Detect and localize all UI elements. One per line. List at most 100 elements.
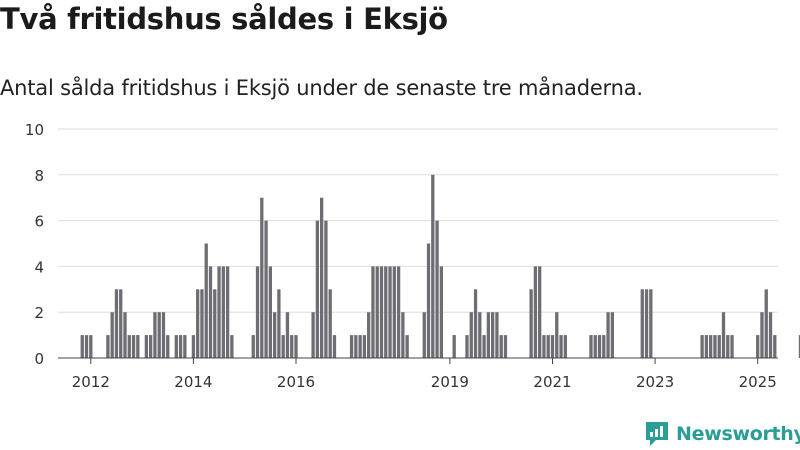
newsworthy-brand: Newsworthy — [644, 420, 800, 448]
bar — [486, 312, 491, 358]
bar — [371, 266, 375, 358]
bar — [251, 335, 255, 358]
bar — [533, 266, 538, 358]
bar — [392, 266, 396, 358]
bar — [217, 266, 221, 358]
bar — [495, 312, 499, 358]
bar — [200, 289, 204, 358]
bar — [166, 335, 170, 358]
bar — [157, 312, 161, 358]
bar — [290, 335, 294, 358]
bar — [555, 312, 559, 358]
bar — [422, 312, 426, 358]
x-tick-label: 2019 — [431, 373, 469, 391]
bar — [542, 335, 546, 358]
bar — [388, 266, 392, 358]
bar — [191, 335, 196, 358]
bar — [384, 266, 388, 358]
bar — [482, 335, 486, 358]
bar — [225, 266, 230, 358]
bar — [465, 335, 469, 358]
bar — [89, 335, 93, 358]
bar — [773, 335, 777, 358]
chart-subtitle: Antal sålda fritidshus i Eksjö under de … — [0, 76, 643, 100]
bar — [649, 289, 653, 358]
bar — [324, 220, 328, 358]
bar — [354, 335, 358, 358]
bar — [328, 289, 332, 358]
bar — [597, 335, 602, 358]
bar — [439, 266, 443, 358]
y-tick-label: 10 — [25, 121, 44, 139]
bar — [478, 312, 482, 358]
bar — [401, 312, 405, 358]
x-tick-label: 2014 — [174, 373, 212, 391]
bar — [349, 335, 354, 358]
bar — [426, 243, 431, 358]
bar — [84, 335, 89, 358]
bar — [221, 266, 225, 358]
bar — [764, 289, 768, 358]
bar — [294, 335, 298, 358]
bar — [700, 335, 704, 358]
bar — [264, 220, 268, 358]
y-tick-label: 6 — [34, 213, 44, 231]
bar — [131, 335, 136, 358]
bar — [602, 335, 606, 358]
bar — [644, 289, 649, 358]
bar — [726, 335, 730, 358]
bar — [593, 335, 597, 358]
bar — [110, 312, 114, 358]
bar — [311, 312, 315, 358]
bar — [178, 335, 183, 358]
x-tick-label: 2023 — [636, 373, 674, 391]
bar — [473, 289, 478, 358]
bar — [362, 335, 367, 358]
bar — [499, 335, 503, 358]
bar — [435, 220, 439, 358]
bar — [277, 289, 281, 358]
bar — [396, 266, 401, 358]
bar — [704, 335, 709, 358]
bar — [208, 266, 213, 358]
bar — [204, 243, 208, 358]
bar — [285, 312, 290, 358]
bar — [268, 266, 272, 358]
bar — [127, 335, 131, 358]
bar — [213, 289, 217, 358]
x-tick-label: 2016 — [277, 373, 315, 391]
bar — [136, 335, 140, 358]
bar — [315, 220, 320, 358]
bar — [183, 335, 187, 358]
y-tick-label: 4 — [34, 258, 44, 276]
bar — [606, 312, 610, 358]
bar — [123, 312, 127, 358]
bar — [469, 312, 473, 358]
bar — [281, 335, 285, 358]
bar — [196, 289, 200, 358]
bar — [559, 335, 563, 358]
bar — [491, 312, 495, 358]
bar — [717, 335, 721, 358]
bar — [431, 174, 435, 358]
bar — [503, 335, 508, 358]
bar — [405, 335, 409, 358]
bar — [332, 335, 337, 358]
bar — [756, 335, 760, 358]
bar — [320, 197, 324, 358]
bar — [161, 312, 166, 358]
bar — [80, 335, 84, 358]
bar — [721, 312, 726, 358]
bar — [272, 312, 277, 358]
y-tick-label: 2 — [34, 304, 44, 322]
bar — [640, 289, 644, 358]
bar — [119, 289, 123, 358]
newsworthy-logo-icon — [646, 422, 668, 446]
bar — [114, 289, 119, 358]
x-tick-label: 2021 — [533, 373, 571, 391]
bar — [255, 266, 260, 358]
bar — [358, 335, 362, 358]
bar — [713, 335, 717, 358]
bar — [260, 197, 264, 358]
bar — [153, 312, 157, 358]
